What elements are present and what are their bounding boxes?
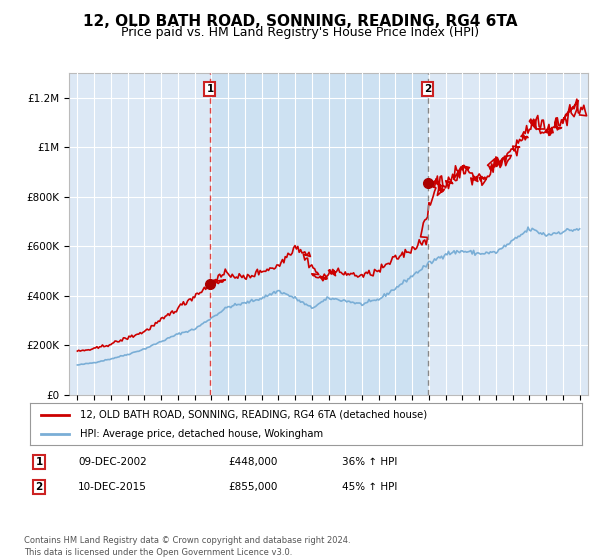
Text: 2: 2	[35, 482, 43, 492]
Text: 45% ↑ HPI: 45% ↑ HPI	[342, 482, 397, 492]
Text: 09-DEC-2002: 09-DEC-2002	[78, 457, 147, 467]
Text: £448,000: £448,000	[228, 457, 277, 467]
Text: 12, OLD BATH ROAD, SONNING, READING, RG4 6TA: 12, OLD BATH ROAD, SONNING, READING, RG4…	[83, 14, 517, 29]
Text: 10-DEC-2015: 10-DEC-2015	[78, 482, 147, 492]
Text: 2: 2	[424, 84, 431, 94]
Text: 12, OLD BATH ROAD, SONNING, READING, RG4 6TA (detached house): 12, OLD BATH ROAD, SONNING, READING, RG4…	[80, 409, 427, 419]
Text: 1: 1	[35, 457, 43, 467]
Text: 36% ↑ HPI: 36% ↑ HPI	[342, 457, 397, 467]
Text: 1: 1	[206, 84, 214, 94]
Text: £855,000: £855,000	[228, 482, 277, 492]
Text: Price paid vs. HM Land Registry's House Price Index (HPI): Price paid vs. HM Land Registry's House …	[121, 26, 479, 39]
Bar	[210, 73, 428, 395]
Text: Contains HM Land Registry data © Crown copyright and database right 2024.
This d: Contains HM Land Registry data © Crown c…	[24, 536, 350, 557]
Text: HPI: Average price, detached house, Wokingham: HPI: Average price, detached house, Woki…	[80, 429, 323, 439]
